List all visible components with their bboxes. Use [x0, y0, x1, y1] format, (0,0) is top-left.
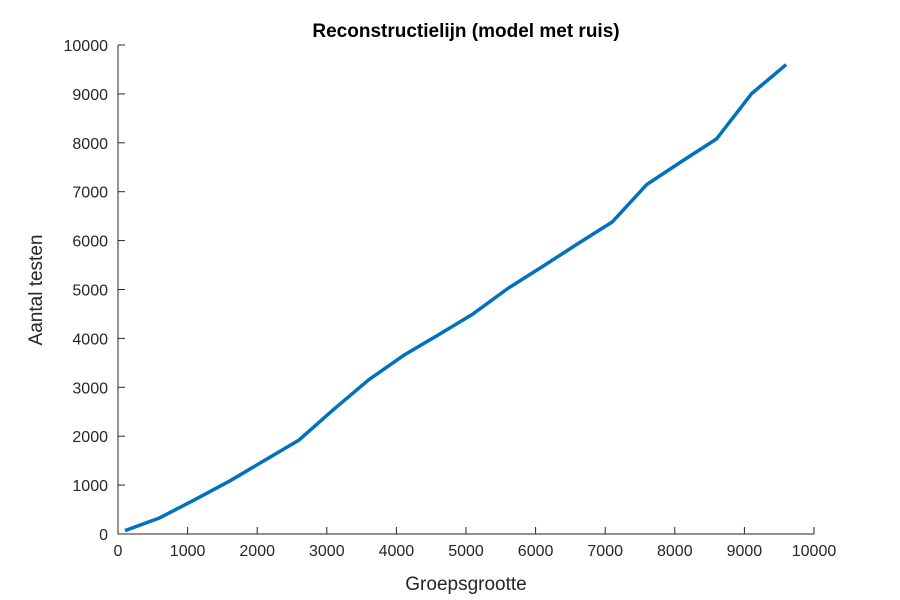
x-tick-label: 0 — [114, 543, 123, 560]
y-tick-label: 7000 — [72, 185, 108, 202]
x-tick-label: 7000 — [587, 543, 623, 560]
y-tick-label: 4000 — [72, 331, 108, 348]
series-line — [124, 63, 788, 533]
x-axis-ticks: 0 1000 2000 3000 4000 5000 6000 7000 8000 9000 100… — [114, 527, 837, 560]
plot-area: 0 1000 2000 3000 4000 5000 6000 7000 8000 9000 100… — [64, 38, 837, 560]
x-tick-label: 3000 — [309, 543, 345, 560]
y-tick-label: 2000 — [72, 429, 108, 446]
x-tick-label: 2000 — [239, 543, 275, 560]
y-tick-label: 10000 — [64, 38, 109, 55]
chart-title: Reconstructielijn (model met ruis) — [312, 21, 619, 42]
x-tick-label: 5000 — [448, 543, 484, 560]
y-tick-label: 0 — [99, 527, 108, 544]
y-tick-label: 8000 — [72, 136, 108, 153]
y-axis-label: Aantal testen — [26, 235, 47, 346]
y-tick-label: 1000 — [72, 478, 108, 495]
y-tick-label: 5000 — [72, 283, 108, 300]
y-tick-label: 6000 — [72, 234, 108, 251]
x-axis-label: Groepsgrootte — [405, 574, 526, 595]
x-tick-label: 8000 — [657, 543, 693, 560]
y-axis-ticks: 0 1000 2000 3000 4000 5000 6000 7000 8000 9000 100… — [64, 38, 125, 544]
y-tick-label: 9000 — [72, 87, 108, 104]
x-tick-label: 9000 — [727, 543, 763, 560]
x-tick-label: 6000 — [518, 543, 554, 560]
x-tick-label: 4000 — [379, 543, 415, 560]
x-tick-label: 1000 — [170, 543, 206, 560]
series-layer — [124, 63, 788, 533]
x-tick-label: 10000 — [792, 543, 837, 560]
y-tick-label: 3000 — [72, 380, 108, 397]
